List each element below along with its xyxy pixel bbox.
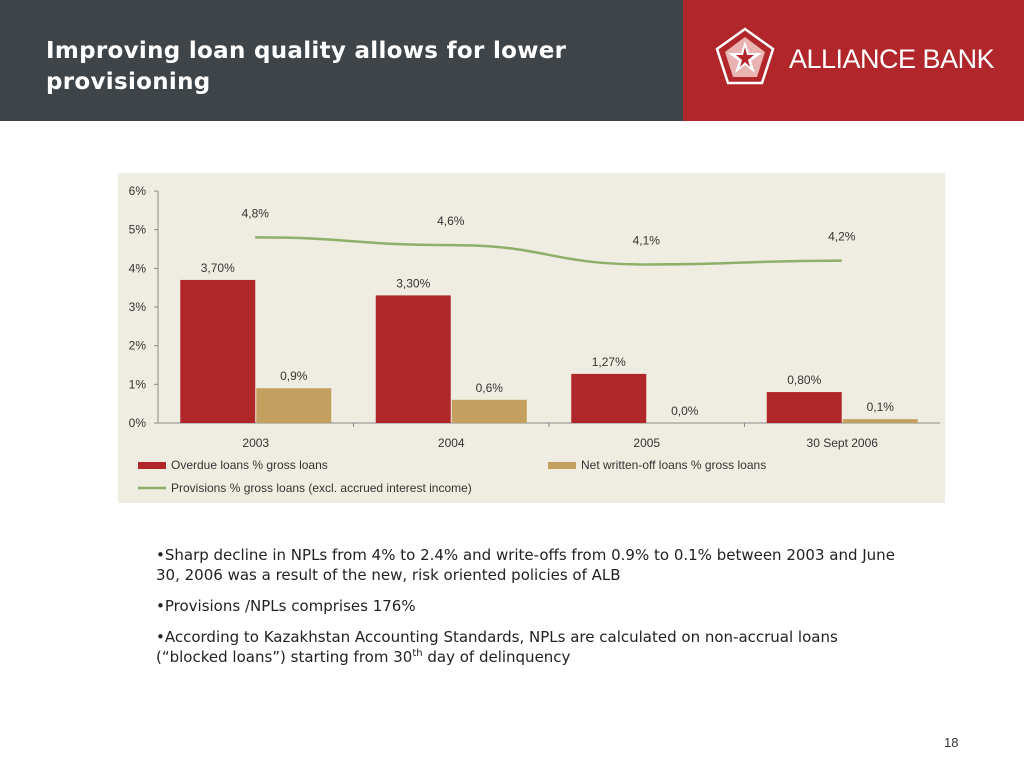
y-tick-label: 6%	[129, 184, 147, 198]
chart-svg: 0% 1% 2% 3% 4% 5% 6% 3,70% 0,9% 2003 3,30% 0,6% 2004…	[118, 173, 945, 503]
legend-swatch-written-off	[548, 462, 576, 469]
x-tick-label: 2003	[242, 436, 269, 450]
bullet-list: •Sharp decline in NPLs from 4% to 2.4% a…	[156, 545, 906, 678]
bar-data-label: 0,6%	[476, 381, 504, 395]
bullet-kas-text: •According to Kazakhstan Accounting Stan…	[156, 628, 838, 666]
provisions-line	[255, 236, 842, 266]
bar-data-label: 3,30%	[396, 276, 430, 290]
bar-data-label: 0,1%	[867, 400, 895, 414]
y-tick-label: 0%	[129, 416, 147, 430]
legend-label-overdue: Overdue loans % gross loans	[171, 458, 328, 472]
chart-background	[118, 173, 945, 503]
slide-title: Improving loan quality allows for lower …	[46, 38, 567, 95]
x-tick-label: 2004	[438, 436, 465, 450]
bar-overdue	[180, 279, 256, 423]
bank-logo-icon	[715, 27, 775, 85]
bar-written-off	[842, 419, 918, 423]
bar-overdue	[375, 295, 451, 423]
line-data-label: 4,2%	[828, 230, 856, 244]
x-tick-label: 2005	[633, 436, 660, 450]
bar-written-off	[451, 399, 527, 423]
line-data-label: 4,1%	[633, 233, 661, 247]
legend-label-provisions: Provisions % gross loans (excl. accrued …	[171, 481, 472, 495]
title-band: Improving loan quality allows for lower …	[0, 0, 683, 121]
bullet-kas-tail: day of delinquency	[422, 648, 571, 666]
y-tick-label: 1%	[129, 377, 147, 391]
bullet-npl-decline: •Sharp decline in NPLs from 4% to 2.4% a…	[156, 546, 895, 584]
brand-name: ALLIANCE BANK	[789, 44, 995, 74]
legend-swatch-overdue	[138, 462, 166, 469]
line-data-label: 4,8%	[242, 206, 270, 220]
bar-overdue	[766, 392, 842, 423]
bar-data-label: 0,9%	[280, 369, 308, 383]
legend-label-written-off: Net written-off loans % gross loans	[581, 458, 766, 472]
bullet-provisions-ratio: •Provisions /NPLs comprises 176%	[156, 597, 416, 615]
bar-overdue	[571, 373, 647, 423]
y-tick-label: 5%	[129, 223, 147, 237]
x-tick-label: 30 Sept 2006	[807, 436, 879, 450]
y-tick-label: 4%	[129, 261, 147, 275]
bullet-kas-superscript: th	[412, 648, 423, 659]
bar-written-off	[256, 388, 332, 423]
line-data-label: 4,6%	[437, 214, 465, 228]
slide-header: Improving loan quality allows for lower …	[0, 0, 1024, 121]
bar-data-label: 1,27%	[592, 355, 626, 369]
bar-data-label: 3,70%	[201, 261, 235, 275]
y-tick-label: 2%	[129, 339, 147, 353]
loan-quality-chart: 0% 1% 2% 3% 4% 5% 6% 3,70% 0,9% 2003 3,30% 0,6% 2004…	[118, 173, 945, 503]
bullet-kas-definition: •According to Kazakhstan Accounting Stan…	[156, 627, 906, 667]
bar-data-label: 0,0%	[671, 404, 699, 418]
page-number: 18	[944, 735, 959, 750]
bar-data-label: 0,80%	[787, 373, 821, 387]
y-tick-label: 3%	[129, 300, 147, 314]
